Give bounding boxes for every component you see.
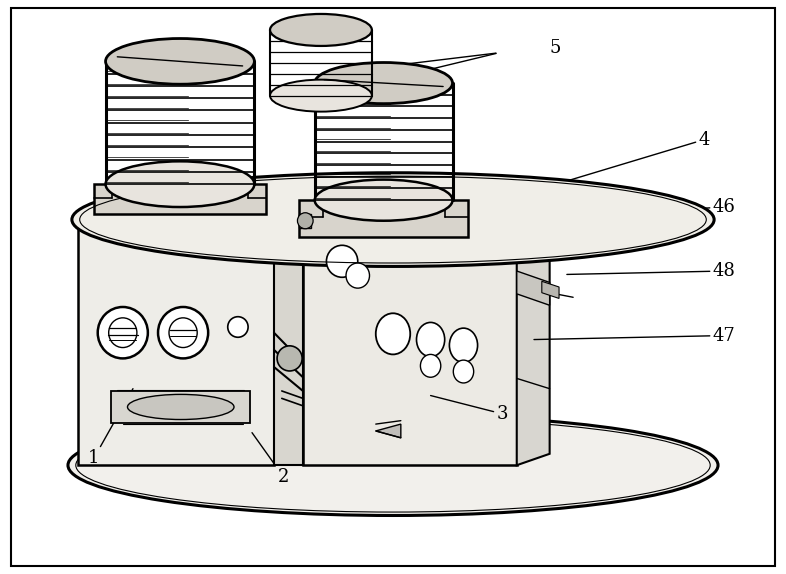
Polygon shape — [78, 203, 299, 220]
Ellipse shape — [270, 80, 372, 111]
Ellipse shape — [450, 328, 478, 362]
Ellipse shape — [72, 173, 714, 266]
Text: 47: 47 — [534, 327, 736, 344]
Ellipse shape — [158, 307, 208, 358]
Text: 5: 5 — [549, 39, 561, 57]
Polygon shape — [111, 391, 251, 423]
Ellipse shape — [228, 317, 248, 338]
Ellipse shape — [314, 180, 453, 221]
Ellipse shape — [277, 346, 302, 371]
Text: 4: 4 — [518, 131, 710, 196]
Ellipse shape — [326, 245, 358, 277]
Ellipse shape — [297, 213, 313, 228]
Polygon shape — [516, 220, 549, 465]
Ellipse shape — [97, 307, 148, 358]
Ellipse shape — [105, 38, 255, 84]
Polygon shape — [542, 281, 559, 298]
Text: 3: 3 — [431, 395, 508, 423]
Polygon shape — [299, 200, 468, 237]
Text: 46: 46 — [481, 198, 736, 222]
Polygon shape — [303, 220, 516, 465]
Ellipse shape — [421, 354, 441, 377]
Polygon shape — [299, 215, 310, 228]
Polygon shape — [516, 203, 575, 231]
Polygon shape — [94, 184, 266, 214]
Ellipse shape — [376, 313, 410, 354]
Polygon shape — [516, 271, 549, 305]
Ellipse shape — [346, 263, 369, 288]
Polygon shape — [376, 424, 401, 438]
Polygon shape — [78, 220, 274, 465]
Ellipse shape — [68, 415, 718, 515]
Ellipse shape — [270, 14, 372, 46]
Ellipse shape — [417, 323, 445, 356]
Ellipse shape — [314, 63, 453, 104]
Ellipse shape — [127, 394, 234, 420]
Ellipse shape — [105, 161, 255, 207]
Text: 48: 48 — [567, 262, 736, 280]
Ellipse shape — [454, 360, 474, 383]
Polygon shape — [274, 220, 303, 465]
Text: 2: 2 — [252, 433, 289, 486]
Polygon shape — [303, 203, 542, 220]
Text: 1: 1 — [88, 389, 133, 467]
